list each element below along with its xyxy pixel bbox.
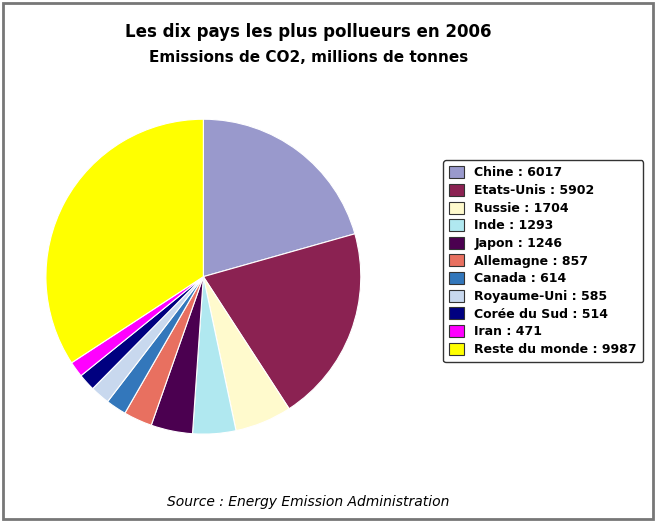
Wedge shape [92,277,203,401]
Wedge shape [46,119,203,363]
Text: Emissions de CO2, millions de tonnes: Emissions de CO2, millions de tonnes [149,50,468,65]
Wedge shape [203,277,289,431]
Legend: Chine : 6017, Etats-Unis : 5902, Russie : 1704, Inde : 1293, Japon : 1246, Allem: Chine : 6017, Etats-Unis : 5902, Russie … [443,160,643,362]
Wedge shape [203,119,355,277]
Wedge shape [81,277,203,388]
Wedge shape [125,277,203,425]
Text: Les dix pays les plus pollueurs en 2006: Les dix pays les plus pollueurs en 2006 [125,23,491,41]
Wedge shape [108,277,203,413]
Text: Source : Energy Emission Administration: Source : Energy Emission Administration [167,495,449,509]
Wedge shape [192,277,236,434]
Wedge shape [72,277,203,376]
Wedge shape [152,277,203,434]
Wedge shape [203,234,361,409]
